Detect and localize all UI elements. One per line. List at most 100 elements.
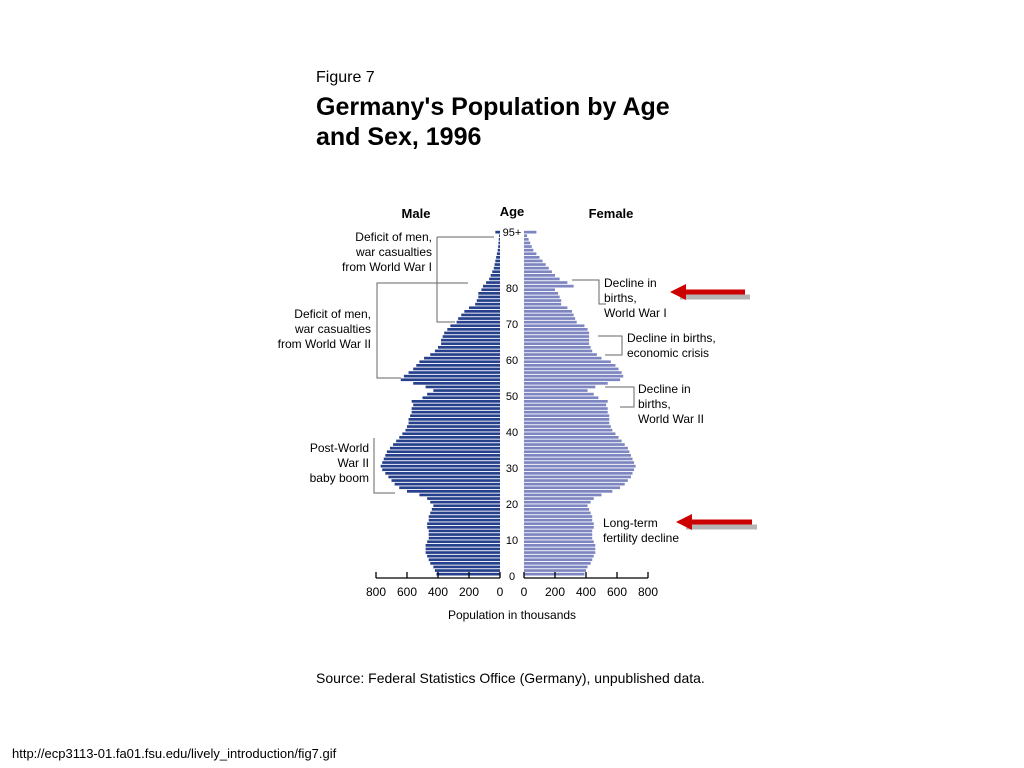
male-bar [427, 540, 500, 544]
male-bar [385, 454, 500, 457]
female-bar [524, 511, 591, 515]
male-x-tick-label: 400 [428, 585, 448, 599]
female-bar [524, 241, 531, 245]
source-url: http://ecp3113-01.fa01.fsu.edu/lively_in… [12, 746, 337, 761]
female-bar [524, 234, 528, 238]
male-bar [433, 565, 500, 569]
male-bar [427, 392, 500, 396]
male-bar [428, 529, 500, 533]
female-bar [524, 518, 593, 522]
male-bar [405, 428, 500, 432]
male-bar [383, 457, 500, 461]
male-bar [382, 461, 500, 464]
female-bar [524, 522, 594, 526]
female-bar [524, 389, 588, 392]
male-bar [496, 252, 500, 256]
female-bar [524, 335, 590, 338]
male-bar [482, 284, 500, 288]
female-bar [524, 324, 585, 328]
male-bar [450, 324, 500, 328]
male-bar [411, 400, 500, 403]
female-bar [524, 558, 593, 562]
male-bar [430, 511, 500, 515]
male-bar [490, 274, 500, 277]
male-bar [408, 418, 500, 421]
male-bar [494, 263, 500, 266]
male-bar [436, 572, 500, 576]
female-bar [524, 526, 594, 529]
male-bar [400, 378, 500, 382]
male-bar [380, 464, 500, 468]
bracket-wwi-births [572, 279, 606, 305]
female-bar [524, 338, 590, 342]
female-bar [524, 529, 593, 533]
male-bar [456, 320, 500, 324]
female-bar [524, 436, 619, 439]
male-bar [481, 288, 500, 292]
female-bar [524, 403, 607, 407]
female-bar [524, 245, 532, 248]
female-bar [524, 349, 593, 353]
female-bar [524, 248, 534, 252]
female-bar [524, 306, 568, 310]
female-bar [524, 302, 562, 306]
female-bar [524, 497, 594, 500]
female-bar [524, 346, 591, 349]
male-bar [495, 259, 500, 263]
male-bar [430, 353, 500, 356]
female-bar [524, 295, 560, 299]
female-bar [524, 418, 610, 421]
arrow-fertility-decline-head [676, 514, 692, 530]
age-tick-label: 0 [509, 571, 515, 583]
female-bar [524, 353, 597, 356]
female-bar [524, 356, 602, 360]
male-bar [478, 295, 500, 299]
male-bar [399, 436, 500, 439]
female-bar [524, 533, 593, 536]
male-bar [464, 310, 500, 313]
female-bar [524, 493, 602, 497]
female-bar [524, 479, 628, 482]
age-tick-label: 20 [506, 499, 518, 511]
male-bar [427, 526, 500, 529]
male-x-tick-label: 600 [397, 585, 417, 599]
male-bar [431, 508, 500, 511]
bracket-baby-boom [373, 438, 395, 494]
bracket-wwii-deficit-men [376, 282, 468, 379]
male-bar [399, 486, 500, 490]
female-bar [524, 313, 574, 317]
female-bar [524, 407, 608, 410]
male-bar [407, 490, 500, 493]
age-tick-label: 70 [506, 319, 518, 331]
female-bar [524, 432, 616, 436]
female-bar [524, 468, 635, 472]
female-bar [524, 515, 593, 518]
male-bar [458, 317, 500, 320]
male-bar [403, 374, 500, 378]
arrow-wwi-births-head [670, 284, 686, 300]
male-bar [425, 544, 500, 547]
female-bar [524, 371, 622, 374]
female-bar [524, 230, 537, 234]
female-bar [524, 328, 588, 331]
male-bar [416, 364, 500, 367]
male-bar [427, 554, 500, 558]
annotation-wwi-births: Decline in births, World War I [604, 276, 667, 320]
female-bar [524, 500, 591, 504]
male-bar [428, 515, 500, 518]
female-bar [524, 382, 608, 385]
female-bar [524, 392, 594, 396]
female-bar [524, 540, 594, 544]
male-bar [427, 497, 500, 500]
female-bar [524, 396, 599, 400]
female-bar [524, 554, 594, 558]
figure-label: Figure 7 [316, 69, 375, 86]
male-bar [425, 547, 500, 551]
male-bar [469, 306, 500, 310]
female-bar [524, 446, 628, 450]
female-bar [524, 536, 593, 540]
male-bar [495, 230, 500, 234]
female-bar [524, 425, 611, 428]
annotation-baby-boom: Post-World War II baby boom [310, 441, 369, 485]
